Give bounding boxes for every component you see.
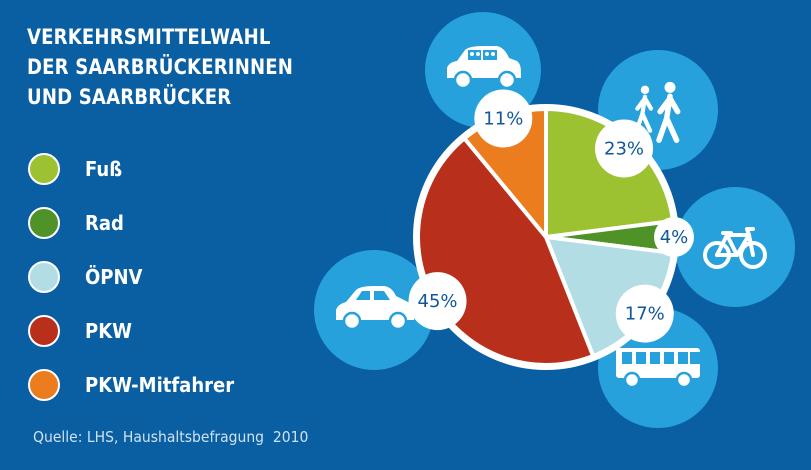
- legend-item-rad: Rad: [28, 196, 251, 250]
- pedestrians-icon: [634, 81, 681, 143]
- legend-label: Fuß: [85, 157, 123, 181]
- data-label-text: 11%: [483, 108, 523, 129]
- label-bubble: [474, 89, 533, 148]
- legend-label: Rad: [85, 211, 124, 235]
- legend-item-fuss: Fuß: [28, 142, 251, 196]
- title-line-3: UND SAARBRÜCKER: [27, 85, 232, 109]
- legend-item-pkw-mitfahrer: PKW-Mitfahrer: [28, 358, 251, 412]
- bicycle-circle: [675, 187, 795, 307]
- legend-item-pkw: PKW: [28, 304, 251, 358]
- legend-item-oepnv: ÖPNV: [28, 250, 251, 304]
- car-icon: [336, 286, 414, 331]
- legend-swatch: [28, 261, 60, 293]
- bicycle-icon: [703, 227, 767, 269]
- legend-label: PKW-Mitfahrer: [85, 373, 235, 397]
- bus-icon: [616, 348, 700, 389]
- car-passengers-icon: [447, 46, 521, 90]
- data-label: 23%: [595, 119, 654, 178]
- data-label-text: 23%: [604, 138, 644, 159]
- legend-swatch: [28, 315, 60, 347]
- data-label: 11%: [474, 89, 533, 148]
- title-line-1: VERKEHRSMITTELWAHL: [27, 25, 271, 49]
- chart-title: VERKEHRSMITTELWAHL DER SAARBRÜCKERINNEN …: [27, 22, 293, 112]
- label-bubble: [654, 217, 694, 257]
- legend-swatch: [28, 153, 60, 185]
- data-label-text: 17%: [625, 304, 665, 325]
- data-label-text: 45%: [418, 291, 458, 312]
- data-label: 45%: [408, 272, 467, 331]
- legend-label: ÖPNV: [85, 265, 143, 289]
- legend-swatch: [28, 207, 60, 239]
- label-bubble: [408, 272, 467, 331]
- label-bubble: [595, 119, 654, 178]
- data-label-text: 4%: [660, 227, 689, 248]
- legend-swatch: [28, 369, 60, 401]
- data-label: 17%: [615, 284, 674, 343]
- legend-label: PKW: [85, 319, 132, 343]
- car-circle: [314, 250, 434, 370]
- source-note: Quelle: LHS, Haushaltsbefragung 2010: [33, 428, 309, 446]
- data-label: 4%: [654, 217, 694, 257]
- title-line-2: DER SAARBRÜCKERINNEN: [27, 55, 294, 79]
- legend: Fuß Rad ÖPNV PKW PKW-Mitfahrer: [28, 142, 251, 412]
- label-bubble: [615, 284, 674, 343]
